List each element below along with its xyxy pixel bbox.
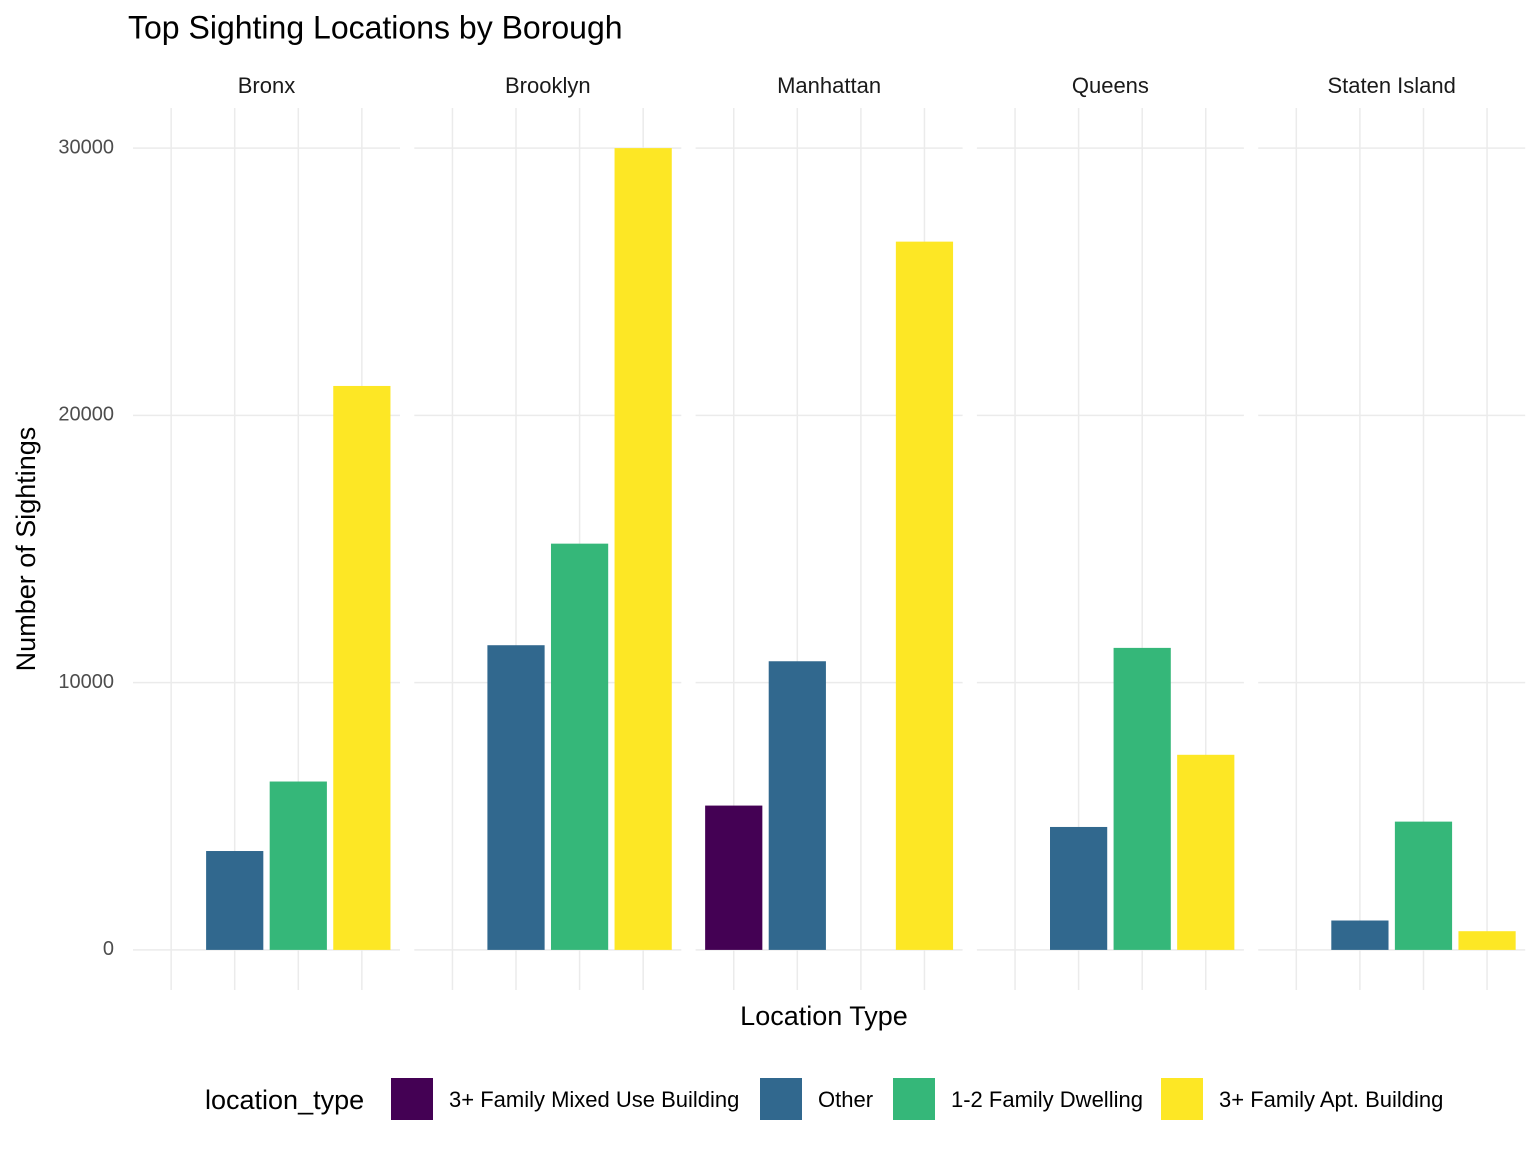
legend-label: 3+ Family Mixed Use Building (449, 1087, 739, 1112)
bar (487, 645, 545, 950)
bar (1113, 647, 1171, 950)
facet-label: Bronx (238, 73, 295, 98)
y-tick-label: 30000 (58, 136, 114, 158)
y-tick-label: 0 (103, 938, 114, 960)
bar (269, 781, 327, 950)
bar (895, 241, 954, 950)
x-axis-label: Location Type (740, 1001, 908, 1031)
bar (705, 805, 763, 950)
legend-key (893, 1078, 935, 1120)
bar (1458, 931, 1516, 950)
facet-label: Brooklyn (505, 73, 591, 98)
legend-title: location_type (205, 1085, 364, 1115)
bar (333, 385, 391, 950)
bar (206, 851, 264, 950)
y-tick-label: 10000 (58, 671, 114, 693)
chart-title: Top Sighting Locations by Borough (128, 9, 623, 45)
legend-key (760, 1078, 802, 1120)
facet-label: Queens (1072, 73, 1149, 98)
bar (1394, 821, 1453, 950)
bar (1050, 826, 1108, 950)
bar (1177, 754, 1235, 950)
facet-label: Staten Island (1327, 73, 1455, 98)
bar (614, 148, 672, 950)
legend-key (391, 1078, 433, 1120)
y-axis-label: Number of Sightings (11, 427, 41, 672)
legend-label: Other (818, 1087, 873, 1112)
y-tick-label: 20000 (58, 404, 114, 426)
bar (550, 543, 609, 950)
legend-label: 3+ Family Apt. Building (1219, 1087, 1443, 1112)
bar (768, 661, 826, 950)
legend-label: 1-2 Family Dwelling (951, 1087, 1143, 1112)
facet-label: Manhattan (777, 73, 881, 98)
legend-key (1161, 1078, 1203, 1120)
bar (1331, 920, 1389, 950)
